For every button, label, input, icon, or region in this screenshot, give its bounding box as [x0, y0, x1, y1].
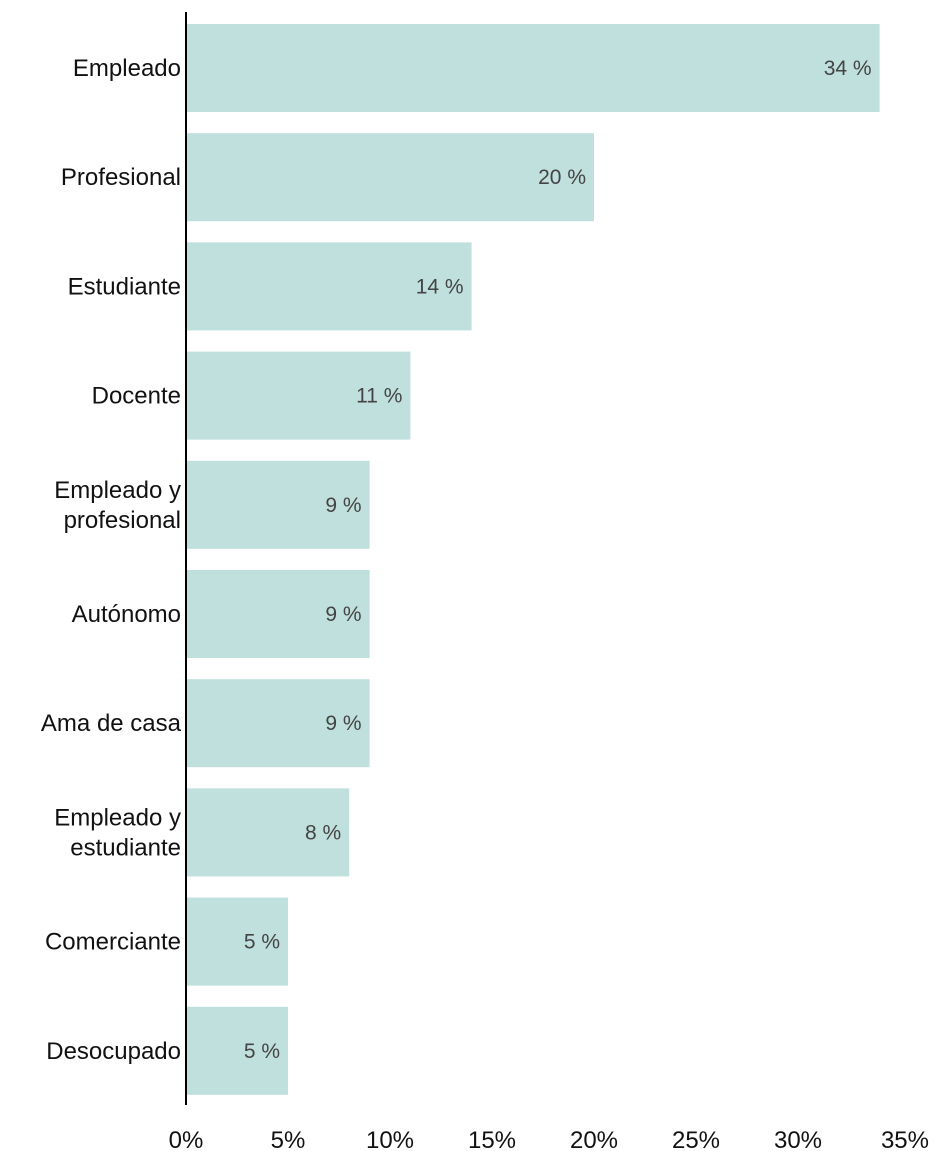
bar-value-label: 8 % — [305, 821, 341, 844]
category-label: Ama de casa — [41, 710, 182, 737]
bar — [186, 1006, 288, 1095]
value-labels: 34 % 20 % 14 % 11 % 9 % 9 % 9 % 8 % 5 % 5 % — [244, 57, 872, 1063]
x-tick-label: 15% — [468, 1127, 516, 1151]
category-labels: Empleado Profesional Estudiante Docente Empl… — [41, 55, 182, 1065]
category-label: Desocupado — [46, 1038, 181, 1065]
x-tick-label: 25% — [672, 1127, 720, 1151]
bar-value-label: 34 % — [824, 57, 872, 80]
bar — [186, 133, 594, 222]
category-label: Comerciante — [45, 929, 181, 956]
bar — [186, 788, 350, 877]
bar — [186, 242, 472, 331]
category-label: Estudiante — [68, 273, 181, 300]
category-label: Empleado y estudiante — [54, 804, 181, 861]
category-label: Profesional — [61, 164, 181, 191]
x-tick-label: 0% — [169, 1127, 204, 1151]
bar — [186, 351, 411, 440]
bar-value-label: 14 % — [416, 275, 464, 298]
bar — [186, 570, 370, 658]
bar — [186, 897, 288, 986]
x-tick-label: 30% — [774, 1127, 822, 1151]
bar-value-label: 5 % — [244, 1040, 280, 1063]
x-tick-label: 20% — [570, 1127, 618, 1151]
x-tick-label: 35% — [881, 1127, 929, 1151]
x-tick-label: 10% — [366, 1127, 414, 1151]
bar — [186, 460, 370, 549]
x-tick-label: 5% — [271, 1127, 306, 1151]
bars — [186, 24, 880, 1095]
bar — [186, 24, 880, 112]
bar-value-label: 9 % — [325, 603, 361, 626]
bar — [186, 679, 370, 768]
category-label: Docente — [92, 383, 181, 410]
x-axis-tick-labels: 0% 5% 10% 15% 20% 25% 30% 35% — [169, 1127, 929, 1151]
category-label: Empleado — [73, 55, 181, 82]
category-label: Autónomo — [72, 601, 181, 628]
category-label: Empleado y profesional — [54, 477, 181, 534]
bar-value-label: 20 % — [538, 166, 586, 189]
bar-value-label: 9 % — [325, 712, 361, 735]
bar-value-label: 11 % — [356, 385, 402, 408]
bar-value-label: 5 % — [244, 931, 280, 954]
bar-value-label: 9 % — [325, 494, 361, 517]
